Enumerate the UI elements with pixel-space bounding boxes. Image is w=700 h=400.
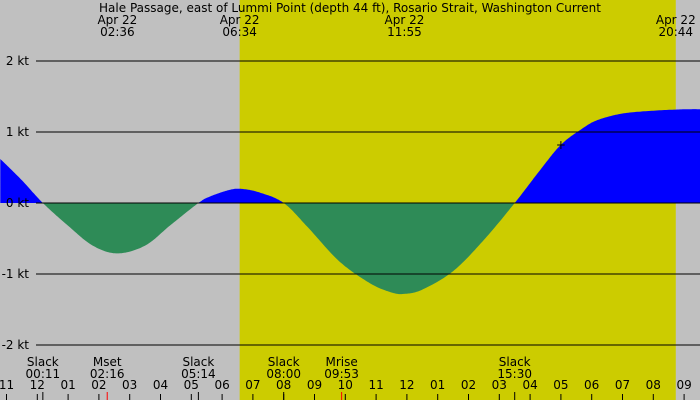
current-time-marker: +	[556, 138, 566, 152]
y-tick-label-2: 0 kt	[6, 196, 29, 210]
event-name-2: Slack	[182, 355, 214, 369]
y-tick-labels: 2 kt 1 kt 0 kt -1 kt -2 kt	[2, 54, 30, 352]
top-time-0: 02:36	[100, 25, 135, 39]
top-date-3: Apr 22	[656, 13, 696, 27]
event-name-3: Slack	[268, 355, 300, 369]
hour-label-7: 06	[214, 378, 229, 392]
hour-label-22: 09	[676, 378, 691, 392]
event-name-5: Slack	[499, 355, 531, 369]
hour-label-16: 03	[492, 378, 507, 392]
chart-title: Hale Passage, east of Lummi Point (depth…	[99, 1, 601, 15]
hour-label-12: 11	[368, 378, 383, 392]
hour-label-10: 09	[307, 378, 322, 392]
flood-area-2	[198, 188, 284, 203]
flood-area-0	[0, 159, 43, 203]
y-gridlines	[36, 60, 700, 346]
hour-ticks: 11 12 01 02 03 04 05 06 07 08 09 10 11 12 01 02 03 04 05 06…	[0, 378, 692, 400]
hour-label-11: 10	[338, 378, 353, 392]
hour-label-9: 08	[276, 378, 291, 392]
y-tick-label-4: -2 kt	[2, 338, 30, 352]
top-time-3: 20:44	[658, 25, 693, 39]
hour-label-20: 07	[615, 378, 630, 392]
hour-label-14: 01	[430, 378, 445, 392]
flood-area-4	[514, 109, 700, 203]
hour-label-5: 04	[153, 378, 168, 392]
y-tick-label-3: -1 kt	[2, 267, 30, 281]
top-date-2: Apr 22	[385, 13, 425, 27]
hour-label-2: 01	[60, 378, 75, 392]
hour-label-19: 06	[584, 378, 599, 392]
top-time-2: 11:55	[387, 25, 422, 39]
hour-label-13: 12	[399, 378, 414, 392]
ebb-area-3	[283, 203, 515, 295]
top-date-0: Apr 22	[97, 13, 137, 27]
ebb-area-1	[42, 203, 199, 254]
event-name-4: Mrise	[325, 355, 357, 369]
hour-label-8: 07	[245, 378, 260, 392]
hour-label-17: 04	[522, 378, 537, 392]
y-tick-label-0: 2 kt	[6, 54, 29, 68]
event-time-2: 05:14	[181, 367, 216, 381]
event-time-5: 15:30	[497, 367, 532, 381]
hour-label-4: 03	[122, 378, 137, 392]
event-name-0: Slack	[27, 355, 59, 369]
hour-label-6: 05	[184, 378, 199, 392]
current-areas	[0, 109, 700, 295]
top-time-1: 06:34	[222, 25, 257, 39]
event-time-0: 00:11	[26, 367, 61, 381]
event-time-3: 08:00	[266, 367, 301, 381]
event-time-4: 09:53	[324, 367, 359, 381]
top-date-1: Apr 22	[220, 13, 260, 27]
event-time-1: 02:16	[90, 367, 125, 381]
bottom-event-labels: Slack00:11Mset02:16Slack05:14Slack08:00M…	[26, 355, 532, 400]
hour-label-0: 11	[0, 378, 14, 392]
hour-label-15: 02	[461, 378, 476, 392]
hour-label-1: 12	[30, 378, 45, 392]
event-name-1: Mset	[93, 355, 122, 369]
y-tick-label-1: 1 kt	[6, 125, 29, 139]
hour-label-18: 05	[553, 378, 568, 392]
hour-label-3: 02	[91, 378, 106, 392]
hour-label-21: 08	[646, 378, 661, 392]
